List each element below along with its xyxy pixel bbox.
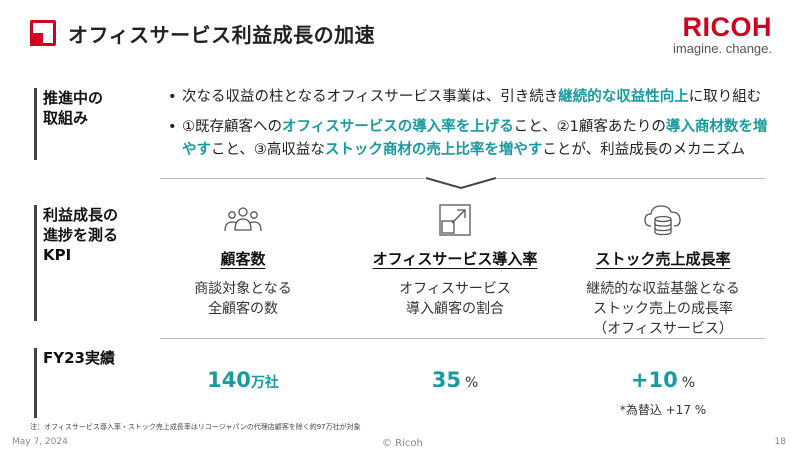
result-unit: % <box>464 375 479 391</box>
result-value: 140 <box>207 368 251 392</box>
kpi-title: 顧客数 <box>220 250 266 268</box>
section-label-initiatives: 推進中の 取組み <box>34 88 103 160</box>
cloud-database-icon <box>568 200 758 240</box>
bullet-text: ことが、利益成長のメカニズム <box>542 142 746 158</box>
result-note: *為替込 +17 % <box>619 403 707 417</box>
logo-tagline: imagine. change. <box>672 41 772 56</box>
footer-date: May 7, 2024 <box>12 437 68 447</box>
page-title: オフィスサービス利益成長の加速 <box>68 23 376 47</box>
divider <box>495 178 765 179</box>
desc-line: 導入顧客の割合 <box>406 301 504 317</box>
result-adoption-rate: 35% <box>360 368 550 392</box>
kpi-title: オフィスサービス導入率 <box>372 250 538 268</box>
label-line: FY23実績 <box>43 349 115 367</box>
result-value: 35 <box>431 368 461 392</box>
label-line: KPI <box>43 246 72 264</box>
page-number: 18 <box>774 437 786 447</box>
ricoh-logo: RICOH imagine. change. <box>673 14 772 57</box>
bullet-highlight: ストック商材の売上比率を増やす <box>324 142 543 158</box>
chevron-down-icon <box>426 177 496 190</box>
desc-line: オフィスサービス <box>399 281 511 297</box>
result-customer-count: 140万社 <box>148 368 338 392</box>
desc-line: （オフィスサービス） <box>593 321 733 337</box>
result-stock-growth: +10% <box>568 368 758 392</box>
bullet-item: ①既存顧客へのオフィスサービスの導入率を上げること、②1顧客あたりの導入商材数を… <box>168 116 778 162</box>
label-line: 取組み <box>43 109 89 127</box>
desc-line: 継続的な収益基盤となる <box>586 281 740 297</box>
footer-copyright: © Ricoh <box>382 438 423 449</box>
kpi-title: ストック売上成長率 <box>595 250 731 268</box>
kpi-adoption-rate: オフィスサービス導入率 オフィスサービス 導入顧客の割合 <box>360 200 550 319</box>
kpi-stock-growth: ストック売上成長率 継続的な収益基盤となる ストック売上の成長率 （オフィスサー… <box>568 200 758 339</box>
bullet-highlight: 導入商材数を増やす <box>182 119 768 158</box>
bullet-item: 次なる収益の柱となるオフィスサービス事業は、引き続き継続的な収益性向上に取り組む <box>168 86 778 109</box>
initiative-bullets: 次なる収益の柱となるオフィスサービス事業は、引き続き継続的な収益性向上に取り組む… <box>168 86 778 169</box>
divider <box>160 338 765 339</box>
logo-wordmark: RICOH <box>682 12 772 42</box>
expand-arrow-icon <box>360 200 550 240</box>
section-label-results: FY23実績 <box>34 348 115 418</box>
bullet-text: 次なる収益の柱となるオフィスサービス事業は、引き続き <box>182 89 559 105</box>
bullet-highlight: 継続的な収益性向上 <box>558 89 689 105</box>
footnote: 注：オフィスサービス導入率・ストック売上成長率はリコージャパンの代理店顧客を除く… <box>30 423 361 431</box>
bullet-text: に取り組む <box>688 89 762 105</box>
kpi-description: オフィスサービス 導入顧客の割合 <box>360 279 550 319</box>
kpi-description: 商談対象となる 全顧客の数 <box>148 279 338 319</box>
label-line: 利益成長の <box>43 206 119 224</box>
bullet-highlight: オフィスサービスの導入率を上げる <box>282 119 514 135</box>
bullet-text: こと、②1顧客あたりの <box>513 119 666 135</box>
title-marker-fill <box>30 33 43 46</box>
result-unit: 万社 <box>250 375 279 391</box>
section-label-kpi: 利益成長の 進捗を測る KPI <box>34 205 118 321</box>
label-line: 推進中の <box>43 89 104 107</box>
desc-line: 商談対象となる <box>194 281 292 297</box>
kpi-customer-count: 顧客数 商談対象となる 全顧客の数 <box>148 200 338 319</box>
kpi-description: 継続的な収益基盤となる ストック売上の成長率 （オフィスサービス） <box>568 279 758 339</box>
bullet-text: ①既存顧客への <box>182 119 282 135</box>
divider <box>160 178 425 179</box>
desc-line: ストック売上の成長率 <box>593 301 733 317</box>
desc-line: 全顧客の数 <box>208 301 278 317</box>
result-unit: % <box>681 375 696 391</box>
people-group-icon <box>148 200 338 240</box>
label-line: 進捗を測る <box>43 226 119 244</box>
result-value: +10 <box>630 368 678 392</box>
bullet-text: こと、③高収益な <box>211 142 325 158</box>
